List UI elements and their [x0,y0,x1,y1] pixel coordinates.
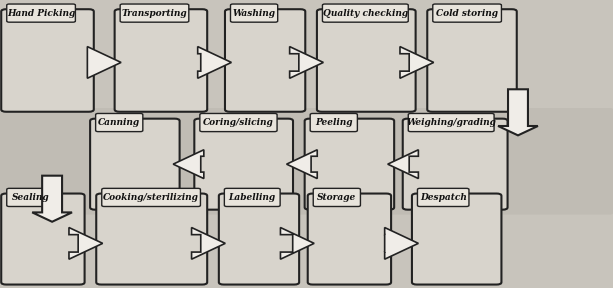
Text: Despatch: Despatch [420,193,466,202]
Text: Quality checking: Quality checking [323,9,408,18]
Text: Peeling: Peeling [315,118,352,127]
Polygon shape [191,228,226,259]
FancyBboxPatch shape [1,9,94,112]
FancyBboxPatch shape [219,194,299,285]
Text: Labelling: Labelling [229,193,276,202]
Text: Storage: Storage [317,193,357,202]
Text: Cooking/sterilizing: Cooking/sterilizing [103,193,199,202]
Polygon shape [400,47,433,78]
FancyBboxPatch shape [120,4,189,22]
Polygon shape [173,150,204,179]
FancyBboxPatch shape [194,119,293,210]
FancyBboxPatch shape [313,188,360,206]
FancyBboxPatch shape [225,9,305,112]
Text: Cold storing: Cold storing [436,9,498,18]
Text: Hand Picking: Hand Picking [7,9,75,18]
FancyBboxPatch shape [7,4,75,22]
Polygon shape [388,150,419,179]
FancyBboxPatch shape [408,113,494,132]
Polygon shape [290,47,324,78]
FancyBboxPatch shape [417,188,469,206]
FancyBboxPatch shape [322,4,408,22]
FancyBboxPatch shape [403,119,508,210]
FancyBboxPatch shape [7,188,54,206]
Polygon shape [287,150,318,179]
FancyBboxPatch shape [115,9,207,112]
Polygon shape [385,228,418,259]
FancyBboxPatch shape [305,119,394,210]
FancyBboxPatch shape [96,194,207,285]
FancyBboxPatch shape [0,108,613,215]
FancyBboxPatch shape [317,9,416,112]
Polygon shape [498,89,538,135]
FancyBboxPatch shape [102,188,200,206]
Polygon shape [32,176,72,222]
Text: Sealing: Sealing [12,193,49,202]
Polygon shape [69,228,103,259]
Text: Weighing/grading: Weighing/grading [406,118,496,127]
FancyBboxPatch shape [308,194,391,285]
Polygon shape [197,47,232,78]
FancyBboxPatch shape [90,119,180,210]
FancyBboxPatch shape [230,4,278,22]
FancyBboxPatch shape [433,4,501,22]
FancyBboxPatch shape [412,194,501,285]
Text: Coring/slicing: Coring/slicing [203,118,274,127]
FancyBboxPatch shape [427,9,517,112]
Text: Transporting: Transporting [121,9,188,18]
FancyBboxPatch shape [200,113,277,132]
Polygon shape [88,47,121,78]
FancyBboxPatch shape [96,113,143,132]
FancyBboxPatch shape [1,194,85,285]
FancyBboxPatch shape [310,113,357,132]
FancyBboxPatch shape [224,188,280,206]
Polygon shape [281,228,314,259]
Text: Washing: Washing [232,9,276,18]
Text: Canning: Canning [98,118,140,127]
